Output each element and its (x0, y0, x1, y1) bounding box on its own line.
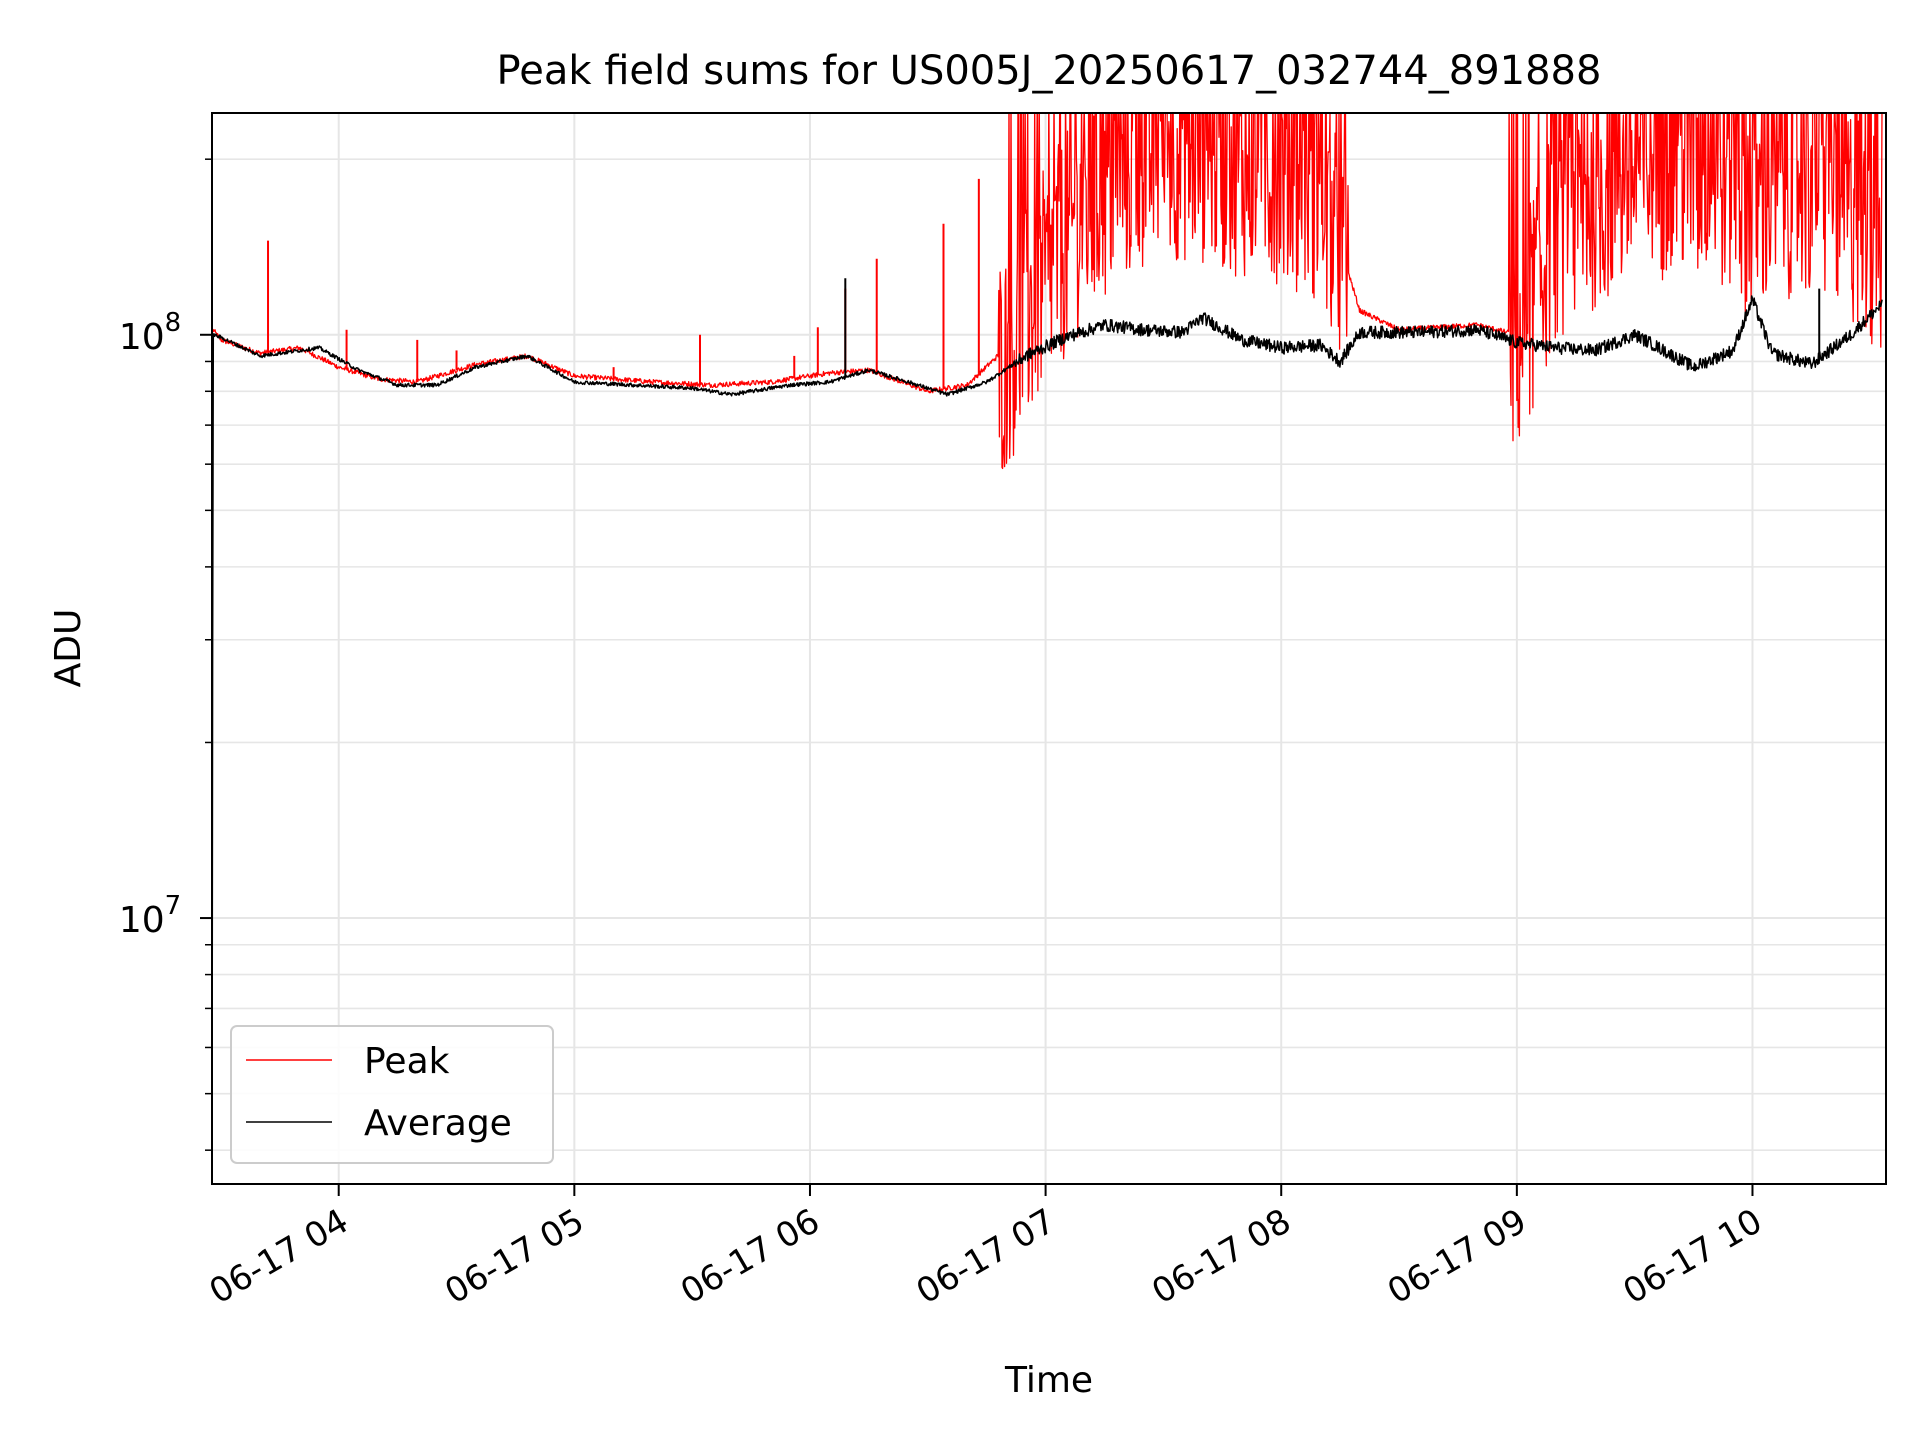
chart-title: Peak field sums for US005J_20250617_0327… (497, 48, 1602, 94)
y-tick-label: 107 (119, 891, 181, 941)
series-line-peak (212, 113, 1883, 470)
grid (212, 113, 1886, 1184)
legend-label-average: Average (364, 1103, 512, 1144)
x-axis-label: Time (1004, 1360, 1093, 1401)
legend: Peak Average (230, 1025, 554, 1164)
series-line-average (212, 295, 1883, 1183)
series-layer (212, 113, 1883, 1183)
axes-frame (211, 112, 1887, 1185)
y-axis: 107 108 (119, 158, 212, 1151)
y-tick-label: 108 (119, 308, 181, 358)
plot-area (212, 113, 1883, 1183)
y-axis-label: ADU (48, 609, 89, 688)
legend-label-peak: Peak (364, 1041, 450, 1082)
